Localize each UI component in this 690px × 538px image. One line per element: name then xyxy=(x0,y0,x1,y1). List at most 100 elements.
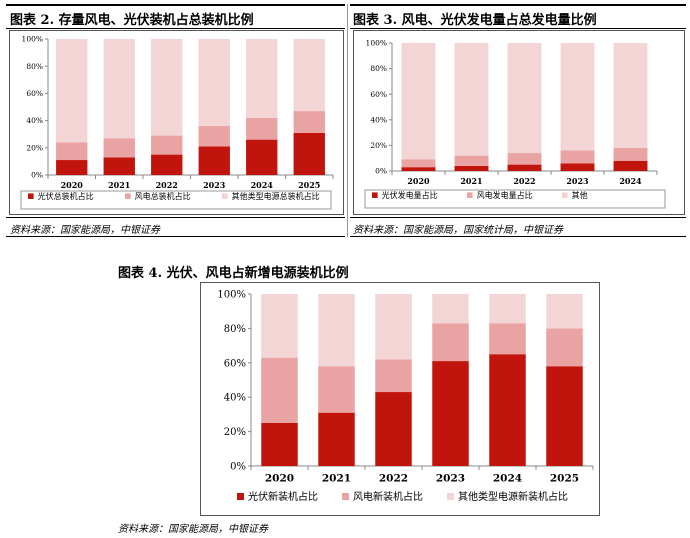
y-tick-label: 80% xyxy=(224,324,246,335)
y-tick-label: 60% xyxy=(26,89,43,98)
y-tick-label: 60% xyxy=(370,90,387,99)
bar-other-2020 xyxy=(56,39,88,143)
y-tick-label: 0% xyxy=(230,462,246,473)
chart2-title: 图表 2. 存量风电、光伏装机占总装机比例 xyxy=(10,13,254,28)
bar-other-2021 xyxy=(103,39,135,139)
x-tick-label: 2024 xyxy=(251,180,274,190)
x-tick-label: 2023 xyxy=(566,176,589,186)
bar-solar-2023 xyxy=(560,163,595,171)
x-tick-label: 2020 xyxy=(407,176,430,186)
x-tick-label: 2021 xyxy=(460,176,482,186)
chart2-source: 资料来源：国家能源局，中银证券 xyxy=(10,225,160,236)
bar-wind-2023 xyxy=(198,126,230,147)
chart3-title: 图表 3. 风电、光伏发电量占总发电量比例 xyxy=(353,13,597,28)
x-tick-label: 2022 xyxy=(513,176,535,186)
bar-other-2023 xyxy=(432,294,469,324)
bar-wind-2022 xyxy=(507,153,542,165)
legend-swatch-other xyxy=(222,193,228,199)
bar-solar-2023 xyxy=(198,146,230,175)
x-tick-label: 2022 xyxy=(156,180,178,190)
bar-solar-2022 xyxy=(507,164,542,171)
y-tick-label: 40% xyxy=(370,115,387,124)
bar-other-2021 xyxy=(454,43,489,156)
x-tick-label: 2024 xyxy=(619,176,642,186)
bar-wind-2021 xyxy=(103,138,135,158)
chart3-title-rule xyxy=(350,28,686,29)
x-tick-label: 2023 xyxy=(203,180,226,190)
bar-other-2022 xyxy=(375,294,412,360)
bar-solar-2025 xyxy=(546,366,583,466)
legend-label-wind: 风电发电量占比 xyxy=(477,190,533,200)
bar-wind-2023 xyxy=(560,150,595,164)
bar-solar-2024 xyxy=(613,160,648,171)
bar-other-2022 xyxy=(151,39,183,136)
y-tick-label: 20% xyxy=(224,427,246,438)
legend-swatch-wind xyxy=(467,192,473,198)
x-tick-label: 2022 xyxy=(379,473,408,485)
chart4-source: 资料来源：国家能源局，中银证券 xyxy=(118,524,268,535)
panel-divider xyxy=(347,4,348,237)
x-tick-label: 2024 xyxy=(493,473,522,485)
bar-wind-2022 xyxy=(375,359,412,393)
x-tick-label: 2025 xyxy=(298,180,320,190)
chart2-title-rule xyxy=(6,28,345,29)
legend-box xyxy=(20,190,332,210)
bar-other-2024 xyxy=(489,294,526,324)
bar-wind-2024 xyxy=(613,147,648,161)
legend-swatch-solar xyxy=(28,193,34,199)
x-tick-label: 2021 xyxy=(322,473,351,485)
bar-other-2024 xyxy=(246,39,278,118)
bar-wind-2020 xyxy=(56,142,88,161)
chart3-svg: 0% 20% 40% 60% 80% 100% 2020 2021 2022 2023 2024 光伏… xyxy=(353,30,685,215)
legend-label-other: 其他类型电源总装机占比 xyxy=(232,191,320,201)
y-tick-label: 40% xyxy=(224,393,246,404)
x-tick-label: 2021 xyxy=(108,180,130,190)
chart3-source: 资料来源：国家能源局，国家统计局，中银证券 xyxy=(353,225,563,236)
x-tick-label: 2020 xyxy=(265,473,294,485)
chart4-title: 图表 4. 光伏、风电占新增电源装机比例 xyxy=(118,266,349,281)
legend-swatch-solar xyxy=(237,493,244,500)
bar-other-2022 xyxy=(507,43,542,154)
bar-wind-2025 xyxy=(546,328,583,367)
y-tick-label: 80% xyxy=(370,64,387,73)
legend-label-solar: 光伏新装机占比 xyxy=(248,490,318,503)
y-tick-label: 100% xyxy=(366,39,387,48)
chart2-source-rule xyxy=(6,236,345,237)
y-tick-label: 0% xyxy=(375,167,387,176)
y-tick-label: 80% xyxy=(26,62,43,71)
bar-other-2020 xyxy=(261,294,298,358)
bar-other-2020 xyxy=(401,43,436,160)
bar-solar-2020 xyxy=(56,160,88,175)
chart3-source-rule xyxy=(350,236,686,237)
bar-solar-2022 xyxy=(151,154,183,175)
legend-swatch-wind xyxy=(125,193,131,199)
legend-label-wind: 风电总装机占比 xyxy=(135,191,191,201)
bar-other-2024 xyxy=(613,43,648,148)
chart2-svg: 0% 20% 40% 60% 80% 100% 2020 2021 2022 2023 2024 20… xyxy=(9,30,344,215)
chart3-top-rule xyxy=(350,4,686,6)
bar-solar-2020 xyxy=(401,167,436,171)
y-tick-label: 100% xyxy=(217,290,246,301)
legend-swatch-solar xyxy=(372,192,378,198)
bar-wind-2024 xyxy=(246,117,278,140)
bar-wind-2020 xyxy=(261,357,298,423)
legend-label-other: 其他类型电源新装机占比 xyxy=(458,490,568,503)
x-tick-label: 2023 xyxy=(436,473,465,485)
bar-other-2025 xyxy=(546,294,583,329)
bar-other-2021 xyxy=(318,294,355,367)
bar-wind-2025 xyxy=(293,111,325,133)
y-tick-label: 40% xyxy=(26,116,43,125)
bar-wind-2021 xyxy=(454,155,489,166)
x-tick-label: 2025 xyxy=(550,473,579,485)
bar-solar-2021 xyxy=(454,165,489,171)
bar-wind-2020 xyxy=(401,159,436,168)
bar-solar-2024 xyxy=(246,139,278,175)
y-tick-label: 20% xyxy=(26,143,43,152)
bar-solar-2020 xyxy=(261,423,298,466)
bar-solar-2024 xyxy=(489,354,526,466)
bar-wind-2023 xyxy=(432,323,469,362)
legend-swatch-other xyxy=(562,192,568,198)
legend-label-solar: 光伏发电量占比 xyxy=(382,190,438,200)
y-tick-label: 20% xyxy=(370,141,387,150)
bar-solar-2021 xyxy=(318,412,355,466)
